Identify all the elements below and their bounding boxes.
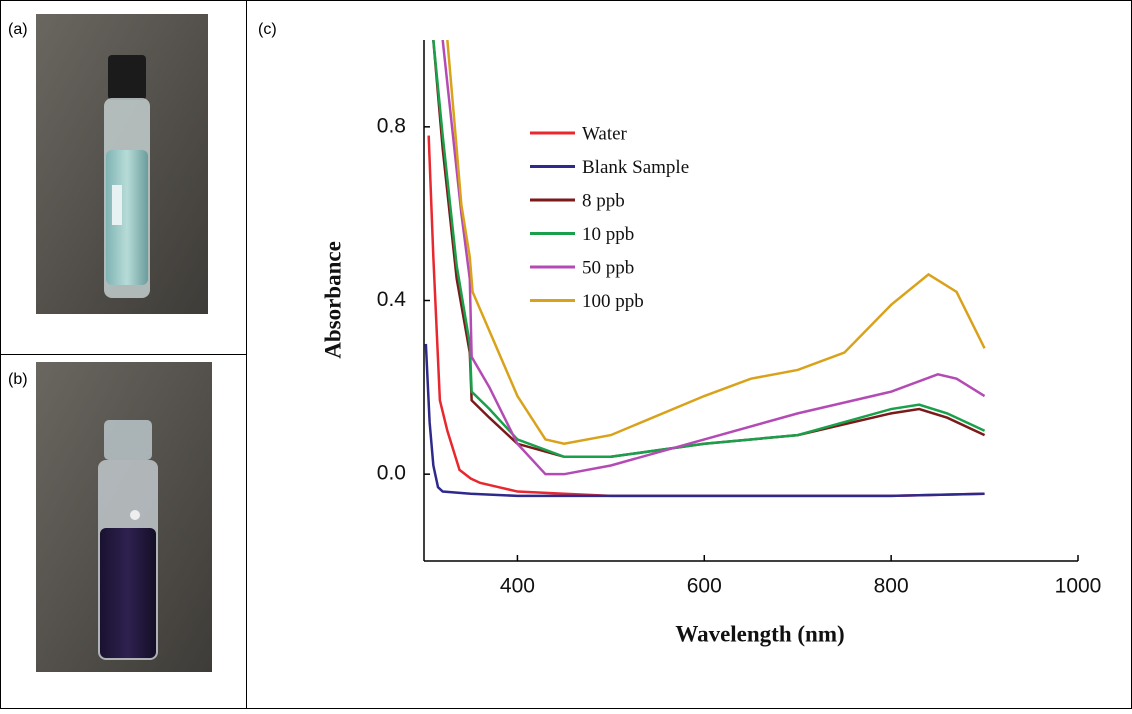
legend-label: 50 ppb bbox=[582, 257, 634, 278]
legend-label: 8 ppb bbox=[582, 190, 625, 211]
series-line bbox=[427, 135, 985, 498]
legend-label: Blank Sample bbox=[582, 157, 689, 178]
photo-b bbox=[36, 362, 212, 672]
y-tick-label: 0.0 bbox=[377, 462, 406, 485]
x-tick-label: 600 bbox=[687, 575, 722, 598]
x-axis-title: Wavelength (nm) bbox=[675, 621, 844, 646]
photo-a bbox=[36, 14, 208, 314]
series-line bbox=[446, 40, 986, 446]
series-line bbox=[441, 40, 986, 476]
legend-label: 100 ppb bbox=[582, 291, 644, 312]
series-line bbox=[424, 343, 985, 498]
x-tick-label: 1000 bbox=[1055, 575, 1102, 598]
y-axis-title: Absorbance bbox=[320, 241, 345, 359]
x-tick-label: 800 bbox=[874, 575, 909, 598]
panel-label: (c) bbox=[258, 21, 277, 38]
plot-area bbox=[424, 40, 986, 498]
y-tick-label: 0.4 bbox=[377, 288, 407, 311]
panel-label: (b) bbox=[8, 371, 28, 388]
x-tick-label: 400 bbox=[500, 575, 535, 598]
panel-label: (a) bbox=[8, 21, 28, 38]
legend-label: Water bbox=[582, 123, 628, 144]
series-line bbox=[432, 40, 986, 459]
y-tick-label: 0.8 bbox=[377, 114, 406, 137]
legend-label: 10 ppb bbox=[582, 224, 634, 245]
